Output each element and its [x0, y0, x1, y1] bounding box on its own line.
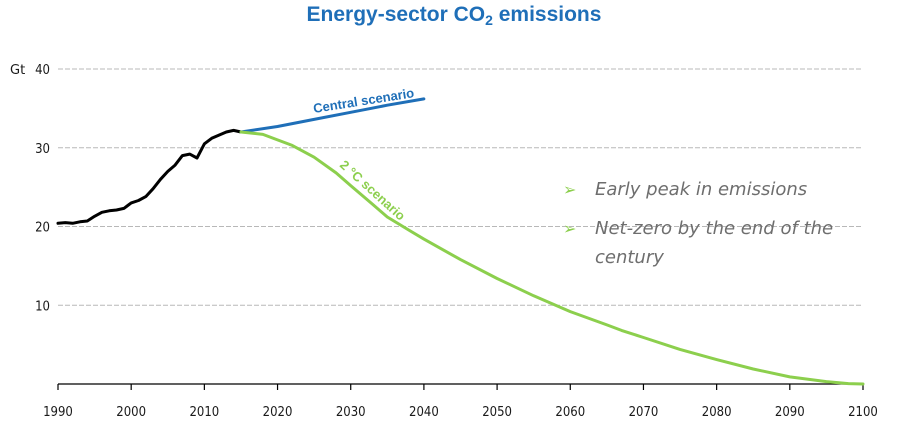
- x-tick-label: 2030: [336, 405, 366, 420]
- y-tick-label: 20: [35, 221, 50, 236]
- series-layer: [56, 97, 865, 386]
- arrow-bullet-icon: ➢: [563, 219, 577, 238]
- title-subscript: 2: [485, 12, 493, 28]
- annotation-2c-scenario: 2 °C scenario: [337, 157, 408, 223]
- bullet-item: ➢ Early peak in emissions: [563, 175, 843, 204]
- y-tick-label: 10: [35, 299, 50, 314]
- x-tick-label: 2090: [775, 405, 805, 420]
- x-tick-label: 2020: [263, 405, 293, 420]
- bullet-list: ➢ Early peak in emissions ➢ Net-zero by …: [563, 175, 843, 282]
- x-tick-label: 1990: [43, 405, 73, 420]
- x-tick-label: 2070: [629, 405, 659, 420]
- title-main: Energy-sector CO: [306, 3, 486, 26]
- series-historical: [56, 128, 243, 225]
- x-tick-label: 2080: [702, 405, 732, 420]
- annotation-central-scenario: Central scenario: [312, 85, 415, 116]
- y-tick-label: 30: [35, 142, 50, 157]
- y-tick-label: 40: [35, 63, 50, 78]
- title-suffix: emissions: [492, 3, 602, 26]
- series-2c-scenario: [239, 130, 865, 386]
- x-tick-label: 2100: [848, 405, 878, 420]
- chart-title: Energy-sector CO2 emissions: [0, 3, 908, 28]
- x-tick-label: 2060: [555, 405, 585, 420]
- gridlines: [58, 68, 863, 306]
- x-tick-label: 2040: [409, 405, 439, 420]
- bullet-item: ➢ Net-zero by the end of the century: [563, 214, 843, 272]
- x-tick-label: 2050: [482, 405, 512, 420]
- series-central-scenario: [239, 97, 426, 134]
- x-tick-label: 2010: [189, 405, 219, 420]
- y-axis-unit-label: Gt: [10, 63, 25, 78]
- bullet-text: Early peak in emissions: [595, 179, 808, 200]
- arrow-bullet-icon: ➢: [563, 180, 577, 199]
- x-tick-label: 2000: [116, 405, 146, 420]
- bullet-text: Net-zero by the end of the century: [595, 218, 834, 268]
